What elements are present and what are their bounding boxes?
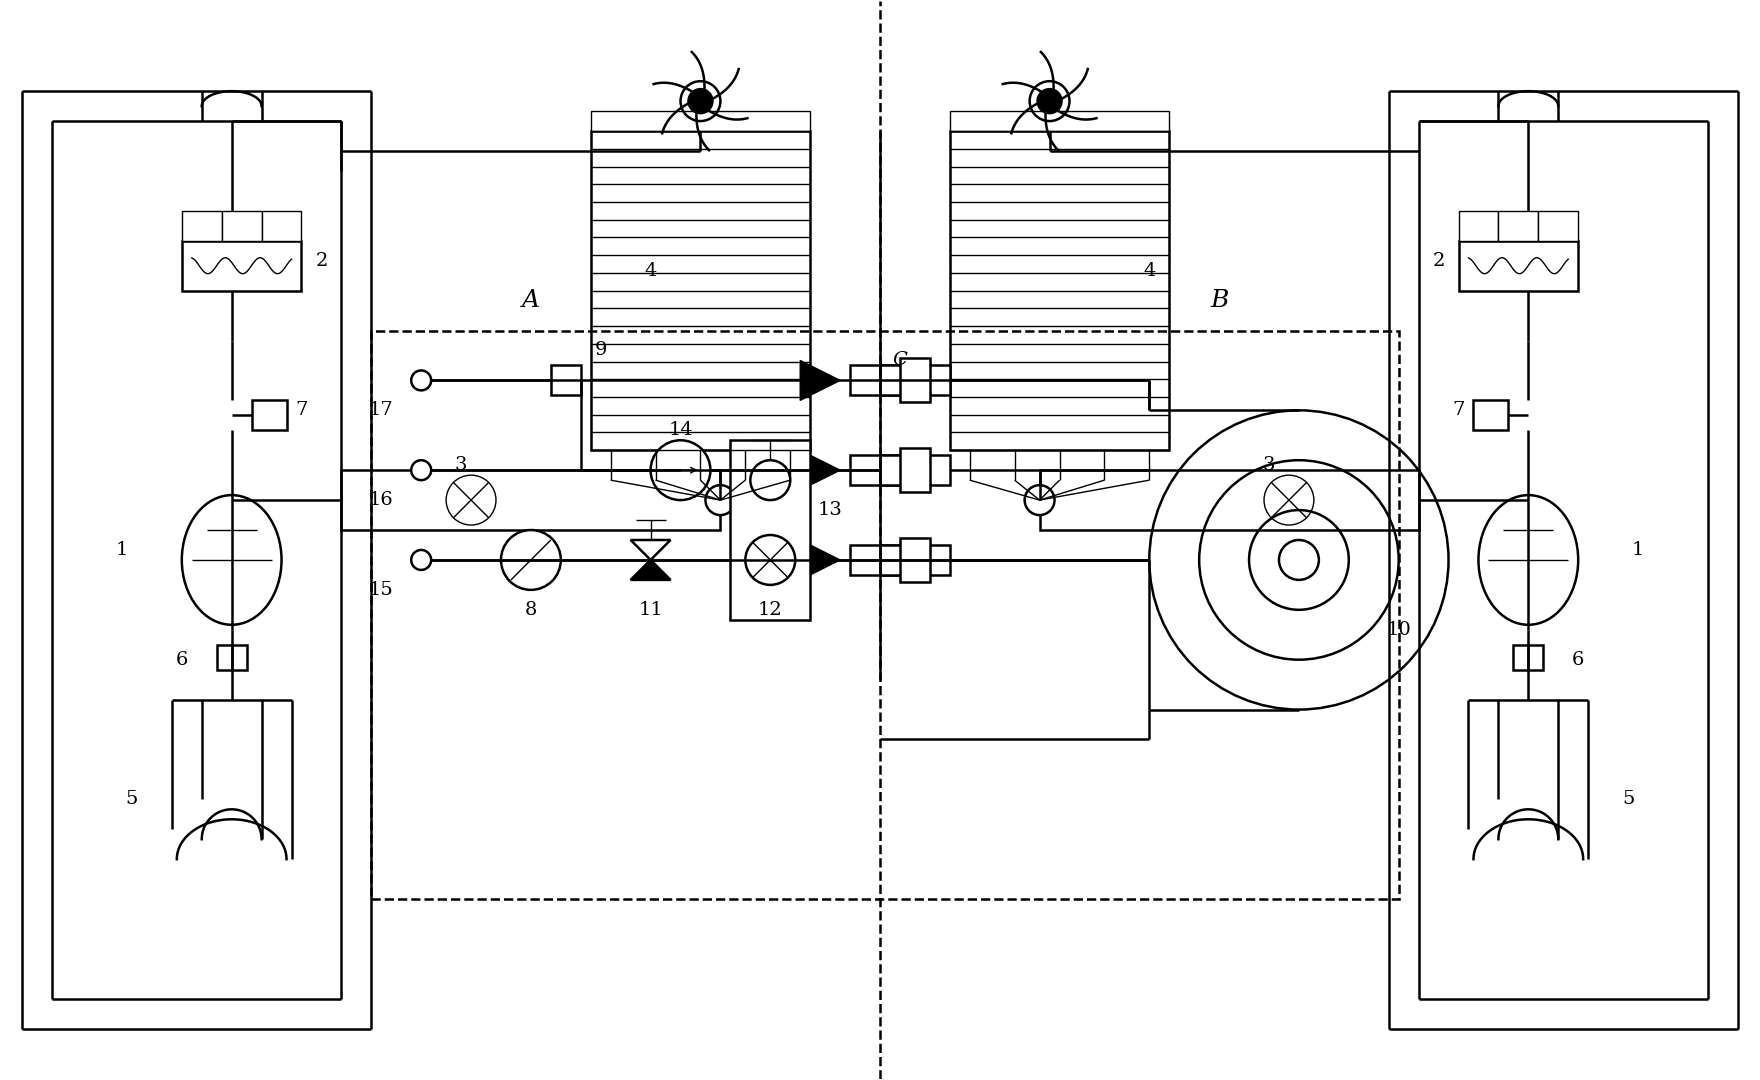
Text: 2: 2 [315, 252, 327, 270]
Bar [222, 211, 262, 241]
Text: B: B [1209, 289, 1228, 312]
Circle shape [1280, 540, 1318, 580]
Circle shape [688, 90, 713, 113]
Text: 17: 17 [370, 402, 394, 419]
Circle shape [706, 485, 736, 515]
Bar [850, 365, 910, 395]
Text: 7: 7 [296, 402, 308, 419]
Bar [1473, 401, 1508, 430]
Circle shape [445, 475, 496, 525]
Text: A: A [523, 289, 540, 312]
Bar [899, 538, 929, 582]
Text: 6: 6 [176, 650, 188, 669]
Text: 15: 15 [370, 581, 394, 599]
Text: 2: 2 [1433, 252, 1445, 270]
Bar [216, 645, 246, 670]
Bar [1040, 470, 1419, 530]
Text: 3: 3 [454, 456, 468, 474]
Bar [1459, 241, 1579, 291]
Text: 8: 8 [524, 600, 537, 619]
Bar [880, 545, 950, 575]
Text: 9: 9 [595, 341, 607, 360]
Polygon shape [801, 450, 840, 490]
Text: C: C [892, 351, 908, 369]
Bar [950, 111, 1169, 131]
Polygon shape [801, 361, 840, 401]
Text: 5: 5 [1623, 791, 1635, 808]
Circle shape [412, 550, 431, 570]
Bar [899, 448, 929, 492]
Text: 1: 1 [1632, 541, 1644, 559]
Text: 7: 7 [1452, 402, 1464, 419]
Bar [1498, 211, 1538, 241]
Polygon shape [630, 559, 671, 580]
Text: 13: 13 [818, 501, 843, 519]
Text: 11: 11 [639, 600, 664, 619]
Bar [950, 131, 1169, 450]
Text: 4: 4 [1142, 261, 1156, 280]
Bar [252, 401, 287, 430]
Bar [181, 241, 301, 291]
Text: 6: 6 [1572, 650, 1584, 669]
Circle shape [412, 460, 431, 481]
Bar [551, 365, 581, 395]
Bar [1514, 645, 1544, 670]
Circle shape [744, 535, 796, 585]
Bar [1459, 211, 1498, 241]
Bar [1538, 211, 1579, 241]
Text: 4: 4 [644, 261, 656, 280]
Text: 10: 10 [1387, 621, 1412, 638]
Bar [591, 131, 810, 450]
Bar [880, 455, 950, 485]
Circle shape [1264, 475, 1315, 525]
Bar [850, 545, 910, 575]
Bar [850, 455, 910, 485]
Bar [262, 211, 301, 241]
Bar [341, 470, 720, 530]
Bar [181, 211, 222, 241]
Circle shape [651, 441, 711, 500]
Circle shape [750, 460, 790, 500]
Bar [880, 365, 950, 395]
Text: 3: 3 [1262, 456, 1276, 474]
Text: 12: 12 [759, 600, 783, 619]
Text: 1: 1 [116, 541, 128, 559]
Circle shape [1038, 90, 1061, 113]
Bar [591, 111, 810, 131]
Text: 14: 14 [669, 421, 693, 440]
Circle shape [502, 530, 561, 590]
Polygon shape [801, 540, 840, 580]
Text: 16: 16 [370, 491, 394, 509]
Circle shape [412, 370, 431, 390]
Bar [730, 441, 810, 620]
Text: 5: 5 [125, 791, 137, 808]
Circle shape [1024, 485, 1054, 515]
Bar [899, 359, 929, 403]
Bar [371, 330, 1399, 899]
